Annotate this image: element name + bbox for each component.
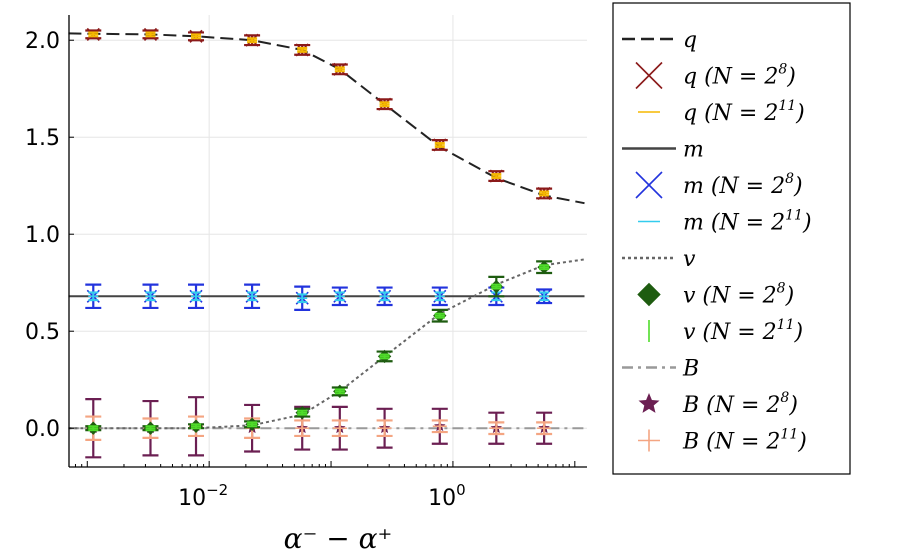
- data-point: [191, 291, 202, 302]
- data-point: [434, 142, 445, 148]
- data-point: [379, 353, 390, 360]
- data-point: [539, 291, 550, 302]
- data-point: [536, 186, 553, 201]
- data-points: [85, 27, 553, 459]
- legend-label: m: [683, 138, 704, 163]
- y-tick-label: 2.0: [25, 29, 60, 54]
- data-point: [145, 31, 156, 38]
- data-point: [539, 264, 550, 271]
- y-tick-label: 1.5: [25, 126, 60, 151]
- data-point: [488, 421, 505, 436]
- legend-entry: v (N = 211): [648, 317, 803, 345]
- legend-entry: m (N = 211): [638, 208, 812, 236]
- marker-x-b: [635, 61, 663, 90]
- series-m-n-2-11-: [88, 291, 550, 304]
- legend-label: q (N = 211): [683, 98, 805, 126]
- data-point: [247, 421, 258, 428]
- data-point: [191, 423, 202, 430]
- legend-entry: v: [622, 247, 696, 272]
- data-point: [334, 66, 345, 73]
- legend-entry: q (N = 28): [635, 61, 796, 90]
- data-point: [334, 291, 345, 302]
- y-tick-label: 0.0: [25, 417, 60, 442]
- marker-diamond: [637, 282, 661, 307]
- y-tick-label: 1.0: [25, 223, 60, 248]
- legend-frame: [612, 2, 851, 475]
- legend-label: v: [683, 247, 696, 272]
- data-point: [88, 31, 99, 38]
- data-point: [145, 291, 156, 302]
- legend-entry: q (N = 211): [638, 98, 805, 126]
- legend-label: m (N = 28): [683, 171, 803, 199]
- axes: 0.0 0.5 1.0 1.5 2.0 10−2 100 α⁻ − α⁺: [25, 15, 587, 554]
- legend-label: B (N = 28): [682, 390, 798, 418]
- marker-star: [638, 393, 660, 413]
- legend: q q (N = 28) q (N = 211) m m (N = 28) m (N = …: [612, 2, 851, 475]
- data-point: [334, 388, 345, 395]
- legend-label: v (N = 28): [683, 281, 794, 309]
- legend-entry: m (N = 28): [635, 171, 803, 199]
- legend-label: q (N = 28): [683, 62, 796, 90]
- legend-label: B (N = 211): [682, 427, 807, 455]
- data-point: [297, 409, 308, 416]
- y-tick-label: 0.5: [25, 320, 60, 345]
- data-point: [536, 421, 553, 436]
- legend-label: B: [682, 357, 699, 382]
- legend-label: m (N = 211): [683, 208, 812, 236]
- data-point: [376, 419, 393, 438]
- legend-entry: q: [622, 28, 697, 53]
- x-tick-label: 100: [428, 481, 466, 511]
- data-point: [491, 283, 502, 290]
- data-point: [434, 312, 445, 319]
- series-v-n-2-11-: [88, 264, 550, 432]
- theory-lines: [68, 32, 585, 430]
- data-point: [297, 46, 308, 53]
- legend-entry: B: [622, 357, 699, 382]
- data-point: [247, 37, 258, 44]
- legend-entry: B (N = 28): [638, 390, 798, 418]
- line-v: [68, 258, 585, 430]
- x-axis-title: α⁻ − α⁺: [284, 522, 393, 554]
- data-point: [434, 291, 445, 302]
- data-point: [191, 33, 202, 40]
- series-q-n-2-11-: [88, 31, 550, 197]
- line-q: [68, 32, 585, 205]
- data-point: [379, 101, 390, 108]
- data-point: [88, 425, 99, 432]
- series-v-n-2-8-: [85, 260, 553, 435]
- data-point: [431, 419, 448, 434]
- legend-entry: B (N = 211): [638, 427, 807, 455]
- data-point: [331, 419, 348, 438]
- legend-entry: m: [622, 138, 704, 163]
- data-point: [379, 291, 390, 302]
- x-tick-label: 10−2: [178, 481, 228, 511]
- data-point: [294, 419, 311, 438]
- data-point: [145, 425, 156, 432]
- marker-x-b: [635, 171, 663, 199]
- legend-label: q: [683, 28, 697, 53]
- data-point: [297, 293, 308, 304]
- legend-label: v (N = 211): [683, 317, 803, 345]
- data-point: [88, 291, 99, 302]
- data-point: [491, 173, 502, 179]
- data-point: [247, 291, 258, 302]
- series-q-n-2-8-: [85, 27, 553, 201]
- legend-entry: v (N = 28): [637, 281, 794, 309]
- data-point: [539, 190, 550, 197]
